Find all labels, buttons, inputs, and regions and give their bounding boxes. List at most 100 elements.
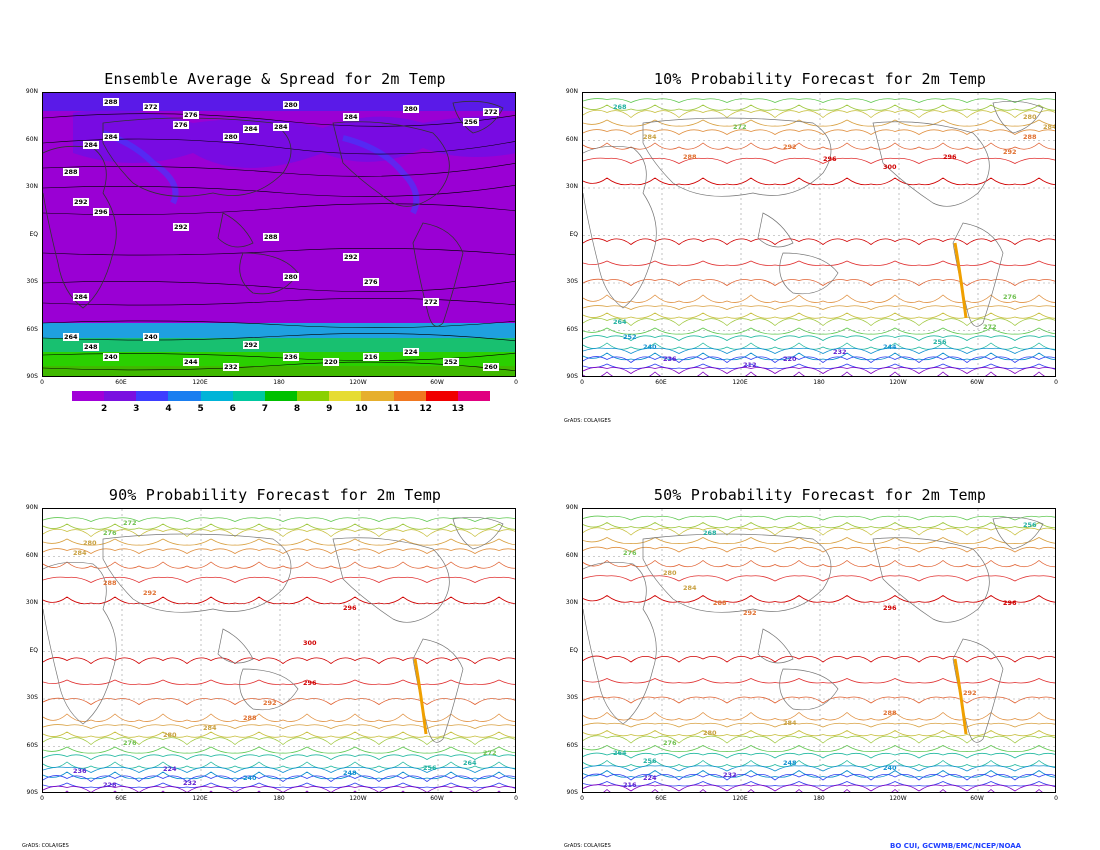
colorbar-label: 4 xyxy=(165,404,172,414)
colorbar-label: 9 xyxy=(326,404,333,414)
contour-value-label: 288 xyxy=(683,153,697,161)
colorbar-swatch xyxy=(297,391,330,401)
contour-value-label: 280 xyxy=(283,273,299,281)
lat-label: EQ xyxy=(29,231,38,238)
isotherm-contour xyxy=(583,363,1055,369)
colorbar-label: 13 xyxy=(451,404,465,414)
isotherm-contour xyxy=(583,305,1055,310)
contour-value-label: 292 xyxy=(743,609,757,617)
contour-value-label: 240 xyxy=(883,764,897,772)
colorbar-label: 11 xyxy=(387,404,400,414)
contour-value-label: 288 xyxy=(713,599,727,607)
lon-label: 120E xyxy=(732,379,748,386)
isotherm-contour xyxy=(583,366,1055,374)
isotherm-contour xyxy=(583,98,1055,103)
contour-value-label: 236 xyxy=(283,353,299,361)
colorbar-swatch xyxy=(136,391,169,401)
isotherm-contour xyxy=(43,775,515,783)
contour-value-label: 292 xyxy=(963,689,977,697)
lon-label: 60E xyxy=(115,795,127,802)
contour-value-label: 288 xyxy=(103,579,117,587)
isotherm-contour xyxy=(43,754,515,760)
map-50pct: 256 268 276 280 284 288 292 296 296 292 288 284 280 2… xyxy=(582,508,1056,793)
contour-value-label: 296 xyxy=(883,604,897,612)
contour-value-label: 276 xyxy=(173,121,189,129)
contour-value-label: 276 xyxy=(363,278,379,286)
coastline xyxy=(452,517,504,550)
contour-value-label: 248 xyxy=(343,769,357,777)
lat-label: 60N xyxy=(25,551,38,559)
contour-value-label: 292 xyxy=(143,589,157,597)
coastline xyxy=(583,146,657,309)
lon-label: 60W xyxy=(430,795,444,802)
lon-label: 60E xyxy=(655,795,667,802)
contour-value-label: 288 xyxy=(883,709,897,717)
contour-value-label: 240 xyxy=(103,353,119,361)
contour-value-label: 244 xyxy=(183,358,199,366)
lat-label: EQ xyxy=(29,646,38,654)
contour-value-label: 272 xyxy=(733,123,747,131)
contour-value-label: 224 xyxy=(403,348,419,356)
coastline xyxy=(332,537,450,623)
lon-label: 0 xyxy=(40,795,44,802)
lon-label: 120W xyxy=(349,379,367,386)
contour-value-label: 292 xyxy=(783,143,797,151)
isotherm-contour xyxy=(43,724,515,729)
author-credit: BO CUI, GCWMB/EMC/NCEP/NOAA xyxy=(890,842,1022,850)
panel-title: 50% Probability Forecast for 2m Temp xyxy=(653,486,987,504)
isotherm-contour xyxy=(43,576,515,583)
coastline xyxy=(43,562,117,725)
isotherm-contour xyxy=(583,546,1055,553)
isotherm-contour xyxy=(583,522,1055,529)
contour-value-label: 220 xyxy=(783,355,797,363)
colorbar-swatch xyxy=(264,391,298,401)
contour-value-label: 236 xyxy=(73,767,87,775)
lon-label: 120E xyxy=(192,795,208,802)
contour-value-label: 284 xyxy=(273,123,289,131)
coastline xyxy=(872,121,990,207)
isotherm-contour xyxy=(583,559,1055,568)
isotherm-contour xyxy=(583,109,1055,119)
contour-value-label: 240 xyxy=(243,774,257,782)
lat-label: 90S xyxy=(566,373,578,380)
isotherm-contour xyxy=(583,745,1055,753)
contour-value-label: 280 xyxy=(283,101,299,109)
lat-label: 60N xyxy=(565,135,578,143)
coastline xyxy=(217,628,254,664)
isotherm-contour xyxy=(43,517,515,522)
isotherm-contour xyxy=(583,278,1055,286)
colorbar-label: 6 xyxy=(229,404,236,414)
isotherm-contour xyxy=(43,596,515,605)
map-ensemble-average: 288 272 276 280 284 284 280 276 284 284 284 280 272 2… xyxy=(42,92,516,377)
contour-value-label: 256 xyxy=(463,118,479,126)
contour-value-label: 216 xyxy=(363,353,379,361)
lon-label: 120W xyxy=(349,795,367,802)
contour-value-label: 284 xyxy=(203,724,217,732)
contour-value-label: 264 xyxy=(613,749,627,757)
colorbar-swatch xyxy=(457,391,491,401)
lon-label: 0 xyxy=(40,379,44,386)
contour-value-label: 232 xyxy=(723,771,737,779)
contour-value-label: 248 xyxy=(783,759,797,767)
isotherm-contour xyxy=(583,238,1055,246)
lon-label: 60W xyxy=(970,379,984,386)
lat-label: 30N xyxy=(25,183,38,190)
lon-label: 180 xyxy=(813,795,825,802)
coastline xyxy=(757,628,794,664)
contour-value-label: 284 xyxy=(73,549,87,557)
contour-value-label: 264 xyxy=(613,318,627,326)
lat-label: 30S xyxy=(566,694,578,701)
contour-value-label: 292 xyxy=(243,341,259,349)
contour-value-label: 284 xyxy=(103,133,119,141)
colorbar-label: 10 xyxy=(355,404,368,414)
isotherm-contour xyxy=(43,761,515,769)
lon-label: 0 xyxy=(514,795,518,802)
isotherm-contour xyxy=(43,657,515,665)
colorbar-swatch xyxy=(361,391,395,401)
contour-value-label: 224 xyxy=(643,774,657,782)
isotherm-contour xyxy=(583,696,1055,704)
isotherm-contour xyxy=(583,711,1055,721)
lat-label: 60N xyxy=(25,136,38,143)
contour-value-label: 292 xyxy=(343,253,359,261)
contour-value-label: 300 xyxy=(303,639,317,647)
